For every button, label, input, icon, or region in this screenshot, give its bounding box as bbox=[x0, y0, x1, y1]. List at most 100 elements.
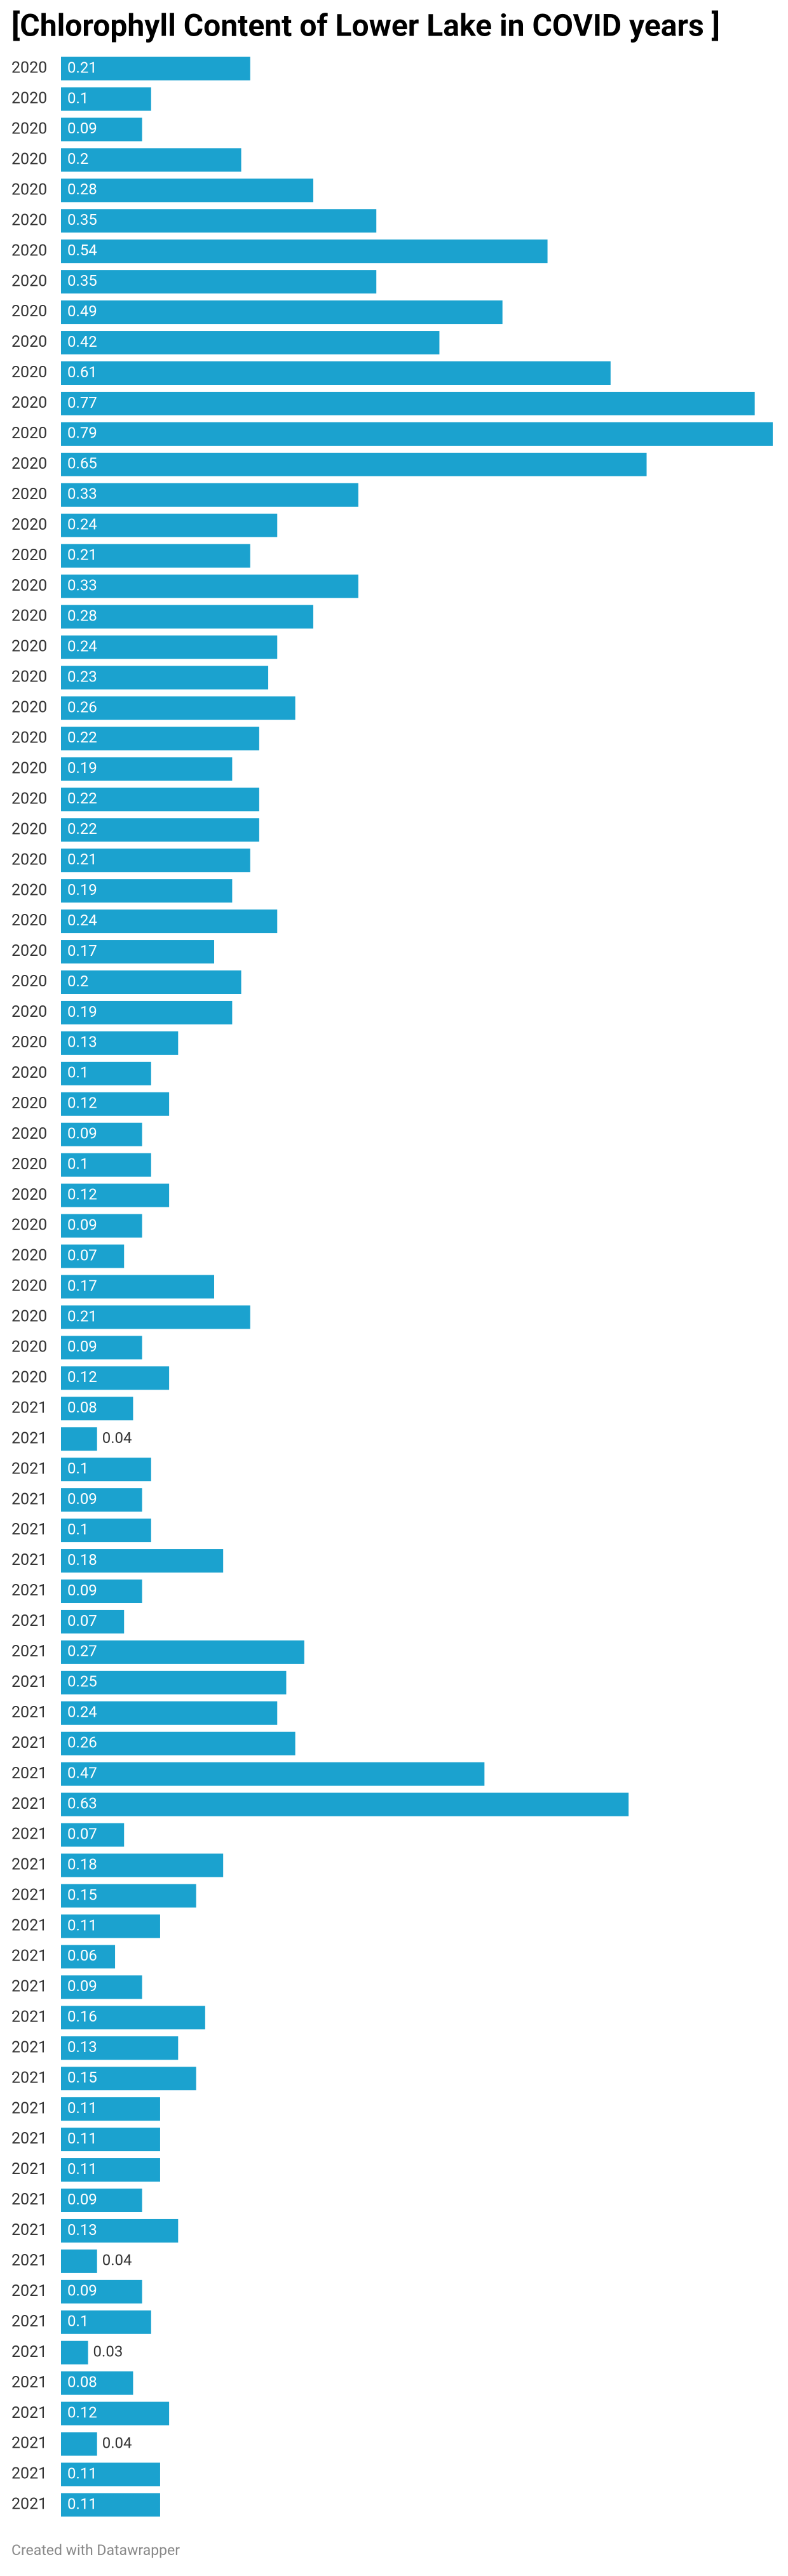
value-label: 0.11 bbox=[67, 2130, 97, 2147]
value-label: 0.21 bbox=[67, 58, 97, 76]
bar bbox=[61, 1031, 179, 1055]
value-label: 0.28 bbox=[67, 180, 97, 198]
value-label: 0.04 bbox=[102, 1429, 132, 1447]
value-label: 0.22 bbox=[67, 820, 97, 838]
value-label: 0.1 bbox=[67, 1459, 88, 1477]
bar bbox=[61, 1945, 116, 1969]
category-label: 2021 bbox=[11, 1886, 47, 1905]
bar bbox=[61, 1549, 224, 1573]
bar bbox=[61, 1823, 125, 1847]
value-label: 0.33 bbox=[67, 485, 97, 503]
bar bbox=[61, 87, 151, 111]
value-label: 0.09 bbox=[67, 1977, 97, 1995]
category-label: 2021 bbox=[11, 1764, 47, 1783]
bar bbox=[61, 1975, 142, 1999]
value-label: 0.63 bbox=[67, 1794, 97, 1812]
category-label: 2020 bbox=[11, 455, 47, 473]
category-label: 2021 bbox=[11, 1642, 47, 1661]
value-label: 0.24 bbox=[67, 1703, 97, 1721]
category-label: 2020 bbox=[11, 1155, 47, 1174]
category-label: 2021 bbox=[11, 1551, 47, 1569]
category-label: 2021 bbox=[11, 1399, 47, 1417]
category-label: 2021 bbox=[11, 2343, 47, 2361]
value-label: 0.33 bbox=[67, 576, 97, 594]
bar bbox=[61, 2189, 142, 2212]
category-label: 2020 bbox=[11, 638, 47, 656]
bar bbox=[61, 1305, 250, 1329]
value-label: 0.15 bbox=[67, 2069, 97, 2086]
category-label: 2020 bbox=[11, 577, 47, 595]
value-label: 0.49 bbox=[67, 302, 97, 320]
category-label: 2021 bbox=[11, 1581, 47, 1600]
category-label: 2020 bbox=[11, 211, 47, 229]
category-label: 2020 bbox=[11, 90, 47, 108]
bar bbox=[61, 2401, 170, 2425]
value-label: 0.17 bbox=[67, 1277, 97, 1294]
value-label: 0.11 bbox=[67, 2464, 97, 2482]
category-label: 2021 bbox=[11, 2221, 47, 2239]
value-label: 0.21 bbox=[67, 850, 97, 868]
value-label: 0.08 bbox=[67, 1399, 97, 1416]
value-label: 0.13 bbox=[67, 2038, 97, 2056]
bar bbox=[61, 1183, 170, 1207]
category-label: 2021 bbox=[11, 2008, 47, 2026]
value-label: 0.16 bbox=[67, 2008, 97, 2025]
category-label: 2020 bbox=[11, 272, 47, 290]
category-label: 2020 bbox=[11, 881, 47, 899]
bar bbox=[61, 2310, 151, 2334]
value-label: 0.1 bbox=[67, 1520, 88, 1538]
value-label: 0.12 bbox=[67, 1185, 97, 1203]
value-label: 0.25 bbox=[67, 1673, 97, 1691]
bar bbox=[61, 2097, 160, 2121]
value-label: 0.09 bbox=[67, 1490, 97, 1508]
bar bbox=[61, 1427, 97, 1451]
value-label: 0.65 bbox=[67, 455, 97, 473]
category-label: 2020 bbox=[11, 150, 47, 168]
value-label: 0.18 bbox=[67, 1551, 97, 1569]
chart-title: [Chlorophyll Content of Lower Lake in CO… bbox=[11, 8, 720, 44]
category-label: 2021 bbox=[11, 1612, 47, 1630]
bar bbox=[61, 1853, 224, 1877]
value-label: 0.2 bbox=[67, 150, 88, 168]
value-label: 0.12 bbox=[67, 2403, 97, 2421]
bar bbox=[61, 2218, 179, 2243]
value-label: 0.13 bbox=[67, 1033, 97, 1051]
bar bbox=[61, 605, 313, 629]
bar bbox=[61, 1061, 151, 1085]
value-label: 0.11 bbox=[67, 2099, 97, 2117]
category-label: 2021 bbox=[11, 2069, 47, 2087]
category-label: 2020 bbox=[11, 1338, 47, 1357]
bar bbox=[61, 544, 250, 568]
bar bbox=[61, 57, 250, 81]
bar bbox=[61, 2067, 196, 2091]
category-label: 2020 bbox=[11, 850, 47, 869]
category-label: 2021 bbox=[11, 2160, 47, 2178]
bar bbox=[61, 2158, 160, 2182]
category-label: 2020 bbox=[11, 363, 47, 382]
category-label: 2021 bbox=[11, 2312, 47, 2331]
value-label: 0.19 bbox=[67, 881, 97, 899]
value-label: 0.19 bbox=[67, 1003, 97, 1021]
value-label: 0.07 bbox=[67, 1825, 97, 1842]
bar bbox=[61, 117, 142, 142]
value-label: 0.24 bbox=[67, 911, 97, 929]
category-label: 2021 bbox=[11, 1734, 47, 1752]
category-label: 2021 bbox=[11, 1520, 47, 1539]
value-label: 0.26 bbox=[67, 1734, 97, 1752]
bar bbox=[61, 1701, 278, 1725]
bar bbox=[61, 2371, 133, 2395]
bar bbox=[61, 1000, 233, 1024]
bar bbox=[61, 1580, 142, 1603]
category-label: 2021 bbox=[11, 2038, 47, 2056]
bar bbox=[61, 361, 611, 385]
category-label: 2021 bbox=[11, 1490, 47, 1508]
category-label: 2020 bbox=[11, 1033, 47, 1052]
value-label: 0.24 bbox=[67, 516, 97, 533]
bar bbox=[61, 757, 233, 781]
category-label: 2020 bbox=[11, 1125, 47, 1143]
category-label: 2021 bbox=[11, 1429, 47, 1447]
value-label: 0.09 bbox=[67, 1338, 97, 1355]
category-label: 2021 bbox=[11, 2404, 47, 2422]
category-label: 2021 bbox=[11, 2251, 47, 2270]
